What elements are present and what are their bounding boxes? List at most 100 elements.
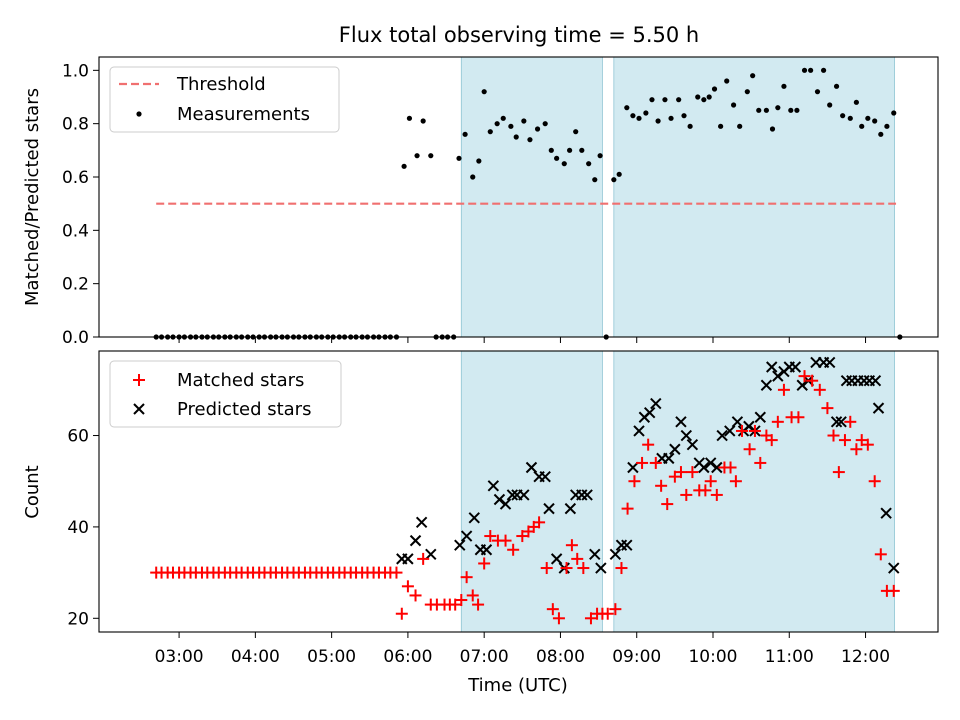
x-tick-label: 05:00 xyxy=(307,647,356,667)
matched-star-point xyxy=(533,516,546,529)
measurement-point xyxy=(847,115,853,121)
predicted-marker-stroke xyxy=(425,548,437,561)
predicted-star-point xyxy=(621,539,633,551)
measurement-point xyxy=(592,177,598,183)
matched-star-point xyxy=(743,443,756,456)
predicted-star-point xyxy=(539,470,551,483)
predicted-marker-stroke xyxy=(724,425,736,437)
predicted-marker-stroke xyxy=(760,379,773,391)
predicted-marker-stroke xyxy=(835,416,847,428)
legend-predicted-swatch xyxy=(133,403,145,415)
measurement-point xyxy=(481,89,487,95)
measurement-point xyxy=(853,99,859,105)
predicted-marker-stroke xyxy=(633,425,645,437)
matched-star-point xyxy=(821,402,834,415)
matched-star-point xyxy=(798,370,811,383)
predicted-marker-stroke xyxy=(525,461,538,474)
predicted-star-point xyxy=(869,374,882,387)
predicted-star-point xyxy=(880,507,892,519)
measurement-point xyxy=(681,113,687,119)
top-y-tick-label: 1.0 xyxy=(62,61,89,81)
measurement-point xyxy=(865,115,871,121)
measurement-point xyxy=(487,129,493,135)
measurement-point xyxy=(406,115,413,121)
matched-star-point xyxy=(674,466,687,479)
measurement-point xyxy=(878,131,884,137)
predicted-marker-stroke xyxy=(480,544,493,556)
predicted-marker-stroke xyxy=(506,489,519,501)
bottom-y-tick-label: 20 xyxy=(67,609,89,629)
measurement-point xyxy=(573,129,579,135)
x-tick-label: 08:00 xyxy=(536,647,585,667)
matched-star-point xyxy=(507,543,520,556)
predicted-marker-stroke xyxy=(823,356,836,369)
measurement-point xyxy=(521,118,527,124)
top-y-axis-label: Matched/Predicted stars xyxy=(22,88,43,306)
predicted-marker-stroke xyxy=(669,443,681,455)
measurement-point xyxy=(695,94,701,100)
predicted-star-point xyxy=(650,397,662,410)
top-shaded-interval-0 xyxy=(460,56,603,338)
matched-star-point xyxy=(516,530,529,543)
matched-star-point xyxy=(615,562,628,575)
predicted-star-point xyxy=(823,356,836,369)
measurement-point xyxy=(687,123,693,129)
predicted-star-point xyxy=(760,379,773,391)
legend-predicted-label: Predicted stars xyxy=(177,399,311,420)
predicted-marker-stroke xyxy=(872,402,885,414)
measurement-point xyxy=(724,78,730,84)
bottom-y-tick-label: 60 xyxy=(67,427,89,447)
ratio-panel: 0.0 0.2 0.4 0.6 0.8 1.0 Matched/Predicted sta… xyxy=(22,56,939,348)
matched-star-point xyxy=(601,607,614,620)
x-tick-label: 10:00 xyxy=(688,647,737,667)
predicted-star-point xyxy=(487,480,500,492)
matched-star-point xyxy=(390,566,403,579)
measurement-point xyxy=(527,137,533,143)
matched-star-point xyxy=(861,438,874,451)
measurement-point xyxy=(750,73,756,79)
x-tick-label: 04:00 xyxy=(231,647,280,667)
bottom-shaded-interval-1 xyxy=(613,350,895,633)
predicted-marker-stroke xyxy=(680,429,693,442)
matched-star-point xyxy=(571,552,584,565)
predicted-star-point xyxy=(564,502,577,515)
figure-title: Flux total observing time = 5.50 h xyxy=(339,23,699,47)
matched-star-point xyxy=(844,415,857,428)
legend-measurements-swatch xyxy=(136,111,142,117)
measurement-point xyxy=(630,113,636,119)
legend-threshold-label: Threshold xyxy=(176,74,266,95)
matched-star-point xyxy=(754,456,767,469)
matched-star-point xyxy=(649,456,662,469)
count-panel: 20 40 60 03:00 04:00 05:00 06:00 07:00 08:00 09:… xyxy=(22,350,939,696)
predicted-star-point xyxy=(669,443,681,455)
measurement-point xyxy=(668,115,674,121)
predicted-star-point xyxy=(525,461,538,474)
measurement-point xyxy=(649,97,655,103)
predicted-marker-stroke xyxy=(468,512,480,524)
matched-star-point xyxy=(686,466,699,479)
measurement-point xyxy=(616,171,622,177)
measurement-point xyxy=(420,118,426,124)
matched-star-point xyxy=(636,456,649,469)
measurement-point xyxy=(401,163,407,169)
predicted-marker-stroke xyxy=(643,406,656,419)
predicted-marker-stroke xyxy=(716,429,728,442)
matched-star-point xyxy=(560,562,573,575)
matched-star-point xyxy=(771,415,784,428)
predicted-star-point xyxy=(754,411,766,423)
predicted-marker-stroke xyxy=(402,553,414,565)
matched-star-point xyxy=(540,562,553,575)
matched-star-point xyxy=(395,607,408,620)
predicted-marker-stroke xyxy=(550,553,563,565)
bottom-axes-frame xyxy=(98,350,939,633)
predicted-star-point xyxy=(731,416,744,428)
matched-star-point xyxy=(868,475,881,488)
predicted-marker-stroke xyxy=(543,502,555,515)
matched-star-point xyxy=(850,443,863,456)
matched-star-point xyxy=(874,548,887,561)
predicted-marker-stroke xyxy=(454,539,466,551)
predicted-star-point xyxy=(643,406,656,419)
predicted-marker-stroke xyxy=(731,416,744,428)
predicted-marker-stroke xyxy=(609,548,622,561)
predicted-marker-stroke xyxy=(415,516,428,529)
